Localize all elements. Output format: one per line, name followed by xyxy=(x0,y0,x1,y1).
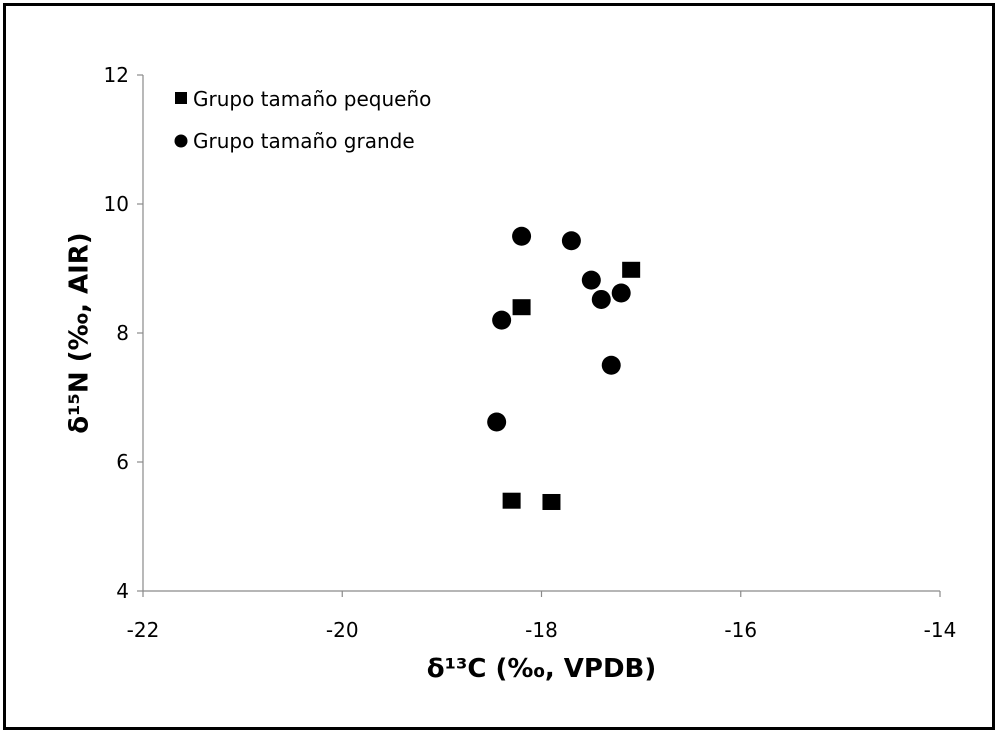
point-circle xyxy=(611,283,631,303)
y-tick-labels: 4 6 8 10 12 xyxy=(104,63,129,603)
y-tick-label: 8 xyxy=(116,321,129,345)
point-square xyxy=(622,261,641,278)
legend-square-marker xyxy=(175,92,187,104)
point-square xyxy=(502,492,521,509)
y-tick-label: 10 xyxy=(104,192,129,216)
y-tick-label: 12 xyxy=(104,63,129,87)
axes xyxy=(137,74,941,597)
point-circle xyxy=(601,355,621,375)
legend-circle-marker xyxy=(174,134,188,148)
chart-frame xyxy=(3,3,995,730)
x-axis-title: δ¹³C (‰, VPDB) xyxy=(427,654,656,684)
point-square xyxy=(542,493,561,510)
data-points xyxy=(487,226,641,510)
point-circle xyxy=(512,226,532,246)
point-circle xyxy=(581,270,601,290)
point-circle xyxy=(492,310,512,330)
y-tick-label: 4 xyxy=(116,579,129,603)
y-axis-title: δ¹⁵N (‰, AIR) xyxy=(65,232,95,433)
point-circle xyxy=(561,231,581,251)
x-tick-label: -22 xyxy=(127,618,160,642)
x-tick-labels: -22 -20 -18 -16 -14 xyxy=(127,618,957,642)
x-tick-label: -20 xyxy=(326,618,359,642)
point-square xyxy=(512,299,531,316)
legend-entry-label: Grupo tamaño pequeño xyxy=(193,87,431,111)
y-tick-label: 6 xyxy=(116,450,129,474)
legend-entry-label: Grupo tamaño grande xyxy=(193,129,415,153)
x-tick-label: -18 xyxy=(525,618,558,642)
legend: Grupo tamaño pequeño Grupo tamaño grande xyxy=(174,87,431,153)
x-tick-label: -14 xyxy=(924,618,957,642)
point-circle xyxy=(487,412,507,432)
point-circle xyxy=(591,289,611,309)
x-tick-label: -16 xyxy=(724,618,757,642)
